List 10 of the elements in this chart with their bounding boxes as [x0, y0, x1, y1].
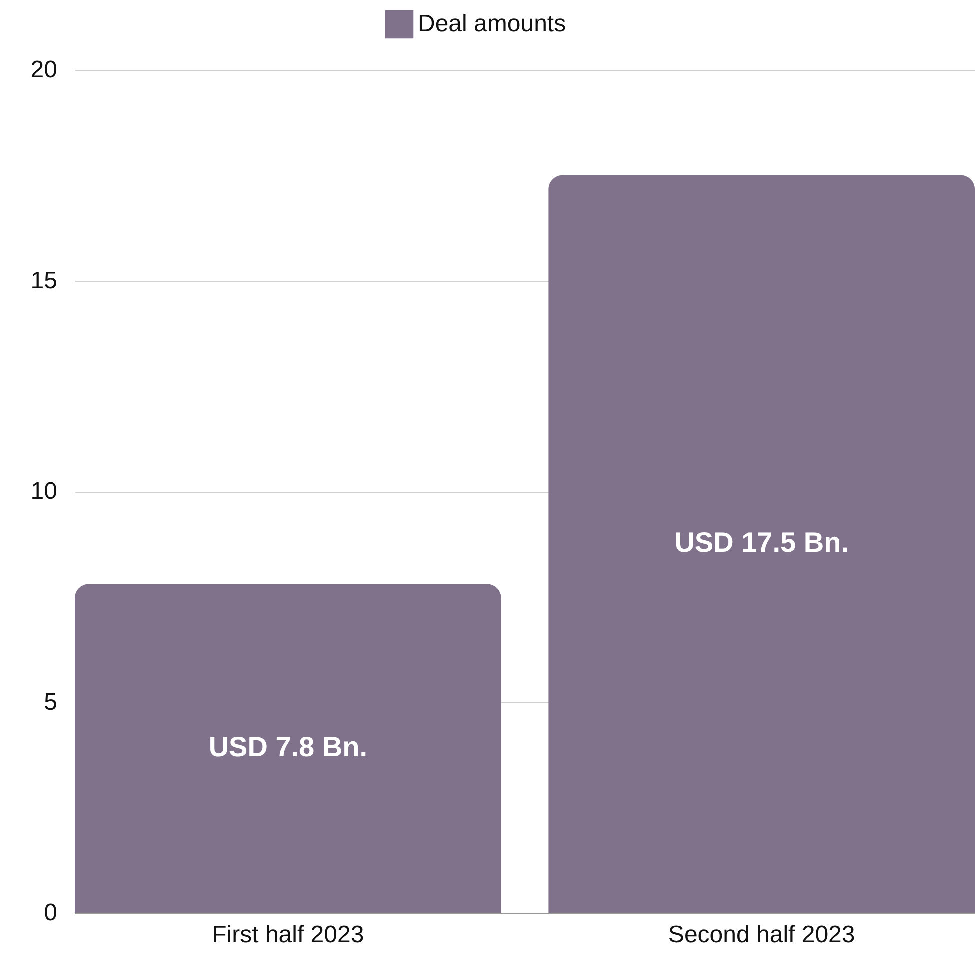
y-tick-label: 5 — [44, 688, 58, 716]
y-tick-label: 0 — [44, 900, 58, 926]
y-tick-label: 10 — [30, 478, 58, 505]
data-label: USD 17.5 Bn. — [674, 527, 849, 558]
y-tick-label: 20 — [30, 56, 58, 84]
x-tick-label: First half 2023 — [212, 922, 364, 948]
legend-label: Deal amounts — [418, 10, 566, 38]
y-tick-label: 15 — [30, 267, 58, 294]
data-label: USD 7.8 Bn. — [208, 732, 368, 763]
x-tick-label: Second half 2023 — [668, 922, 856, 948]
